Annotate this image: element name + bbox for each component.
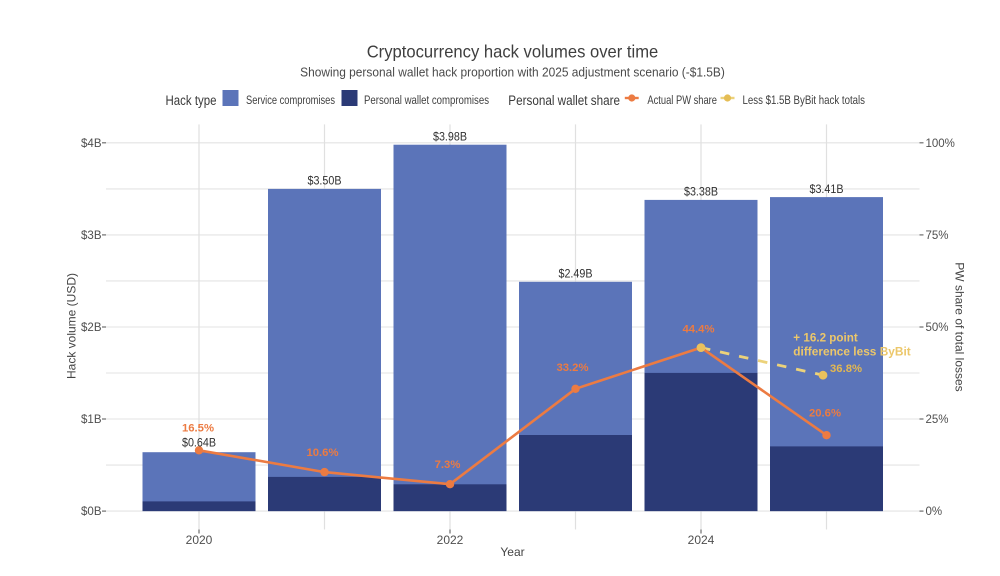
svg-text:Actual PW share: Actual PW share <box>647 93 717 107</box>
svg-text:2024: 2024 <box>688 533 715 547</box>
svg-text:0%: 0% <box>926 506 943 518</box>
svg-text:Cryptocurrency hack volumes ov: Cryptocurrency hack volumes over time <box>367 42 659 62</box>
svg-text:2020: 2020 <box>186 533 213 547</box>
svg-text:20.6%: 20.6% <box>809 408 841 420</box>
svg-text:$0B: $0B <box>81 506 102 518</box>
svg-text:Personal wallet share: Personal wallet share <box>508 93 620 109</box>
svg-text:100%: 100% <box>926 138 955 150</box>
svg-text:$2B: $2B <box>81 322 102 334</box>
svg-text:$4B: $4B <box>81 138 102 150</box>
svg-text:10.6%: 10.6% <box>306 447 338 459</box>
svg-text:33.2%: 33.2% <box>556 362 588 374</box>
svg-text:PW share of total losses: PW share of total losses <box>953 262 967 391</box>
svg-text:+ 16.2 point: + 16.2 point <box>793 330 858 344</box>
svg-text:$3.41B: $3.41B <box>810 184 844 196</box>
svg-text:Less $1.5B ByBit hack totals: Less $1.5B ByBit hack totals <box>743 93 866 107</box>
svg-text:25%: 25% <box>926 414 949 426</box>
svg-text:7.3%: 7.3% <box>435 459 461 471</box>
svg-text:Showing personal wallet hack p: Showing personal wallet hack proportion … <box>300 65 725 80</box>
svg-text:$3.98B: $3.98B <box>433 131 467 143</box>
svg-text:Hack type: Hack type <box>166 93 217 109</box>
svg-text:$3.50B: $3.50B <box>308 176 342 188</box>
svg-text:Service compromises: Service compromises <box>246 93 335 107</box>
svg-text:difference less ByBit: difference less ByBit <box>793 345 910 359</box>
svg-text:Hack volume (USD): Hack volume (USD) <box>65 273 79 379</box>
svg-text:$1B: $1B <box>81 414 102 426</box>
svg-text:75%: 75% <box>926 230 949 242</box>
svg-text:Year: Year <box>500 545 524 559</box>
svg-text:$3B: $3B <box>81 230 102 242</box>
svg-text:$3.38B: $3.38B <box>684 187 718 199</box>
svg-text:50%: 50% <box>926 322 949 334</box>
svg-text:$2.49B: $2.49B <box>559 269 593 281</box>
svg-text:2022: 2022 <box>437 533 464 547</box>
svg-text:36.8%: 36.8% <box>830 363 862 375</box>
svg-text:44.4%: 44.4% <box>682 323 714 335</box>
svg-text:Personal wallet compromises: Personal wallet compromises <box>364 93 489 107</box>
svg-text:$0.64B: $0.64B <box>182 438 216 450</box>
svg-text:16.5%: 16.5% <box>182 422 214 434</box>
